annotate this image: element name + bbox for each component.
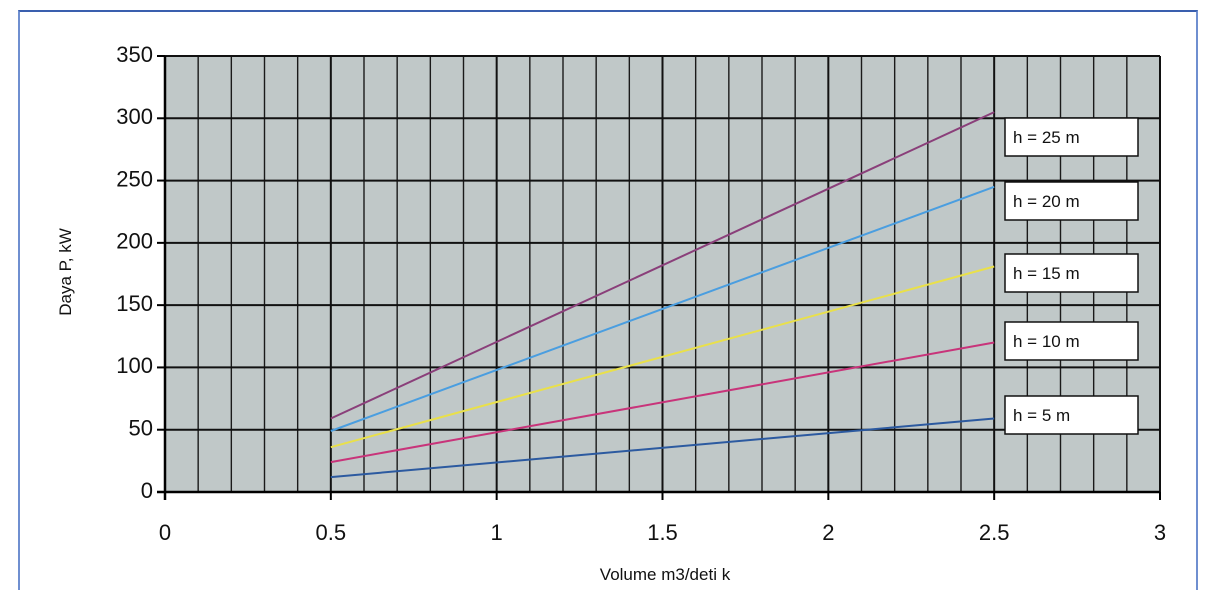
series-line-5 [330,417,995,479]
x-tick-label: 0.5 [316,520,347,545]
series-line-1 [330,111,995,420]
legend-entry-5: h = 5 m [1013,406,1070,425]
legend-entry-3: h = 15 m [1013,264,1080,283]
y-tick-label: 250 [116,166,153,191]
y-tick-label: 0 [141,478,153,503]
y-tick-label: 50 [129,416,153,441]
x-tick-label: 3 [1154,520,1166,545]
x-axis-label: Volume m3/deti k [600,565,731,584]
legend-box [1004,117,1139,157]
x-tick-label: 1 [491,520,503,545]
series-line-3 [330,265,995,449]
x-tick-label: 2.5 [979,520,1010,545]
series-line-2 [330,185,995,432]
y-tick-label: 100 [116,353,153,378]
series-line-4 [330,341,995,464]
y-tick-label: 300 [116,104,153,129]
y-tick-label: 200 [116,229,153,254]
legend-box [1004,253,1139,293]
y-tick-label: 150 [116,291,153,316]
legend-box [1004,181,1139,221]
legend-entry-4: h = 10 m [1013,332,1080,351]
y-axis-label: Daya P, kW [56,228,75,316]
legend-box [1004,395,1139,435]
x-tick-label: 0 [159,520,171,545]
legend-box [1004,321,1139,361]
x-tick-label: 2 [822,520,834,545]
legend-entry-1: h = 25 m [1013,128,1080,147]
x-tick-label: 1.5 [647,520,678,545]
legend-entry-2: h = 20 m [1013,192,1080,211]
y-tick-label: 350 [116,42,153,67]
